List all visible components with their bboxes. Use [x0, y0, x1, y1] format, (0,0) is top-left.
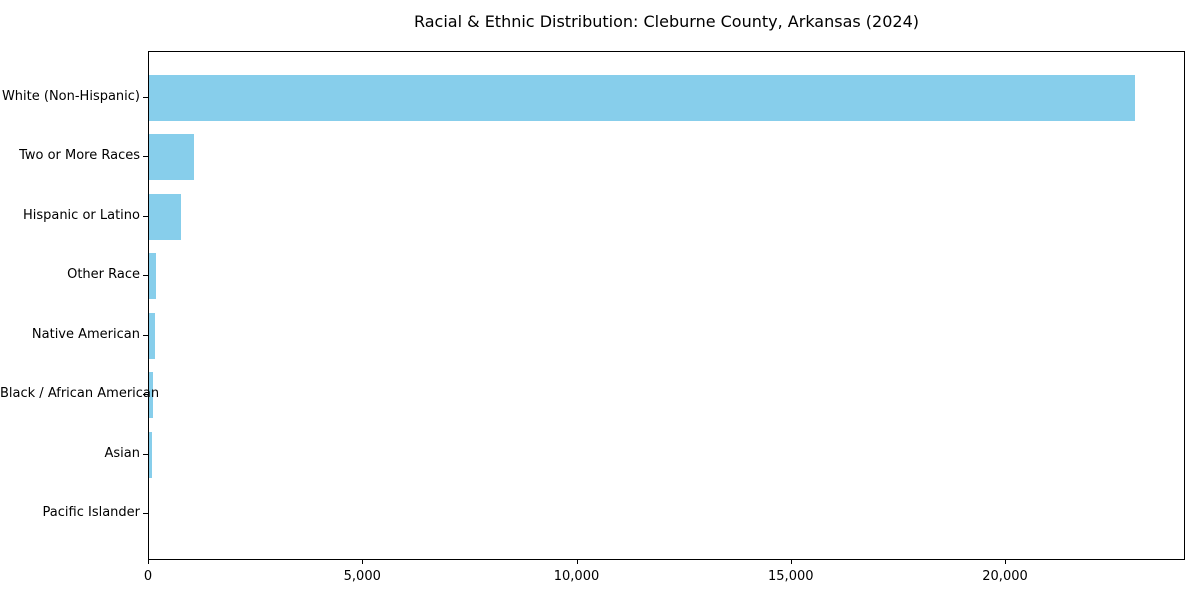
- x-tick-label: 20,000: [982, 569, 1028, 584]
- bar: [149, 372, 154, 418]
- bar: [149, 431, 153, 478]
- x-tick-mark: [362, 560, 364, 564]
- y-axis-label: Black / African American: [0, 386, 160, 401]
- y-axis-label: Asian: [104, 445, 140, 461]
- x-tick-mark: [148, 560, 149, 564]
- x-tick-label: 10,000: [553, 569, 600, 584]
- x-tick-label: 15,000: [768, 569, 814, 584]
- y-tick-mark: [143, 275, 148, 276]
- chart-title: Racial & Ethnic Distribution: Cleburne C…: [413, 12, 920, 31]
- y-axis-label: Other Race: [67, 267, 140, 282]
- bar: [149, 74, 1135, 121]
- x-tick-mark: [576, 560, 578, 564]
- x-tick-label: 5,000: [343, 569, 381, 584]
- y-tick-mark: [143, 215, 148, 217]
- y-axis-label: Native American: [31, 326, 140, 342]
- y-tick-mark: [143, 453, 148, 455]
- y-tick-mark: [143, 394, 148, 395]
- y-axis-label: White (Non-Hispanic): [1, 88, 140, 104]
- bar: [149, 312, 155, 359]
- y-axis-label: Pacific Islander: [42, 505, 140, 520]
- bar: [149, 134, 194, 180]
- x-tick-label: 0: [143, 569, 153, 584]
- bar: [149, 253, 156, 299]
- y-axis-label: Hispanic or Latino: [22, 207, 140, 223]
- y-tick-mark: [143, 513, 148, 514]
- x-tick-mark: [790, 560, 792, 564]
- plot-area: [148, 51, 1185, 560]
- bar: [149, 193, 182, 240]
- y-tick-mark: [143, 334, 148, 336]
- y-axis-label: Two or More Races: [19, 148, 140, 163]
- x-tick-mark: [1005, 560, 1007, 564]
- y-tick-mark: [143, 96, 148, 98]
- y-tick-mark: [143, 156, 148, 157]
